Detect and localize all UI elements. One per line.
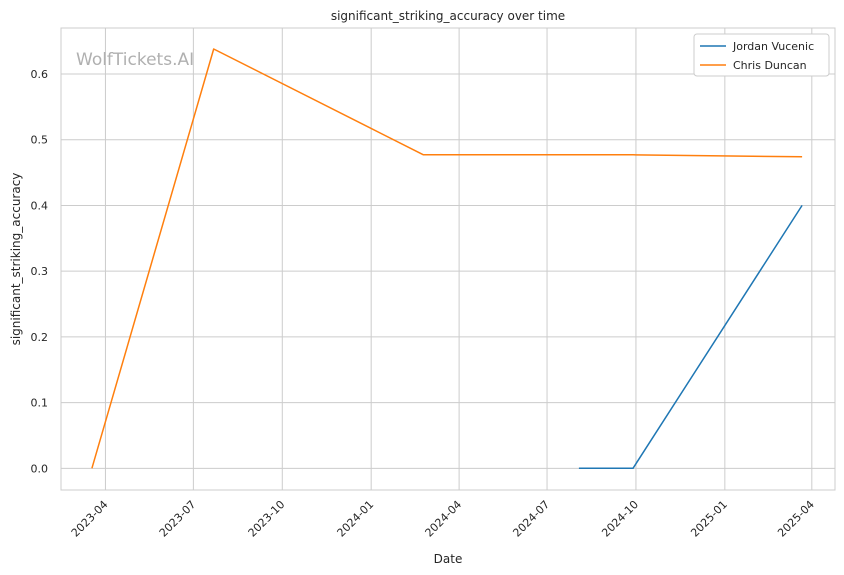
x-tick-label: 2025-01 xyxy=(688,498,730,540)
legend-box xyxy=(693,33,830,77)
watermark: WolfTickets.AI xyxy=(76,50,194,70)
x-tick-label: 2024-04 xyxy=(423,498,465,540)
y-tick-label: 0.3 xyxy=(31,265,49,278)
y-axis-label: significant_striking_accuracy xyxy=(9,173,23,346)
legend-label-1: Jordan Vucenic xyxy=(732,40,814,53)
y-tick-label: 0.1 xyxy=(31,397,49,410)
legend: Jordan Vucenic Chris Duncan xyxy=(693,33,830,77)
x-tick-label: 2024-10 xyxy=(599,498,641,540)
chart-title: significant_striking_accuracy over time xyxy=(331,9,565,23)
y-tick-label: 0.6 xyxy=(31,68,49,81)
x-tick-label: 2023-04 xyxy=(69,498,111,540)
y-tick-label: 0.2 xyxy=(31,331,49,344)
x-axis-label: Date xyxy=(434,552,463,566)
y-tick-labels: 0.0 0.1 0.2 0.3 0.4 0.5 0.6 xyxy=(31,68,49,475)
plot-area xyxy=(60,27,836,491)
x-tick-label: 2025-04 xyxy=(775,498,817,540)
x-tick-label: 2023-07 xyxy=(157,498,199,540)
legend-label-2: Chris Duncan xyxy=(733,59,807,72)
y-tick-label: 0.5 xyxy=(31,134,49,147)
series-line-2 xyxy=(91,48,803,469)
y-tick-label: 0.4 xyxy=(31,199,49,212)
series-line-1 xyxy=(578,204,803,470)
x-tick-label: 2023-10 xyxy=(246,498,288,540)
y-tick-label: 0.0 xyxy=(31,462,49,475)
x-tick-label: 2024-07 xyxy=(510,498,552,540)
grid xyxy=(61,28,835,490)
x-tick-label: 2024-01 xyxy=(335,498,377,540)
series-lines xyxy=(91,48,803,470)
x-tick-labels: 2023-04 2023-07 2023-10 2024-01 2024-04 2024-… xyxy=(69,498,817,540)
